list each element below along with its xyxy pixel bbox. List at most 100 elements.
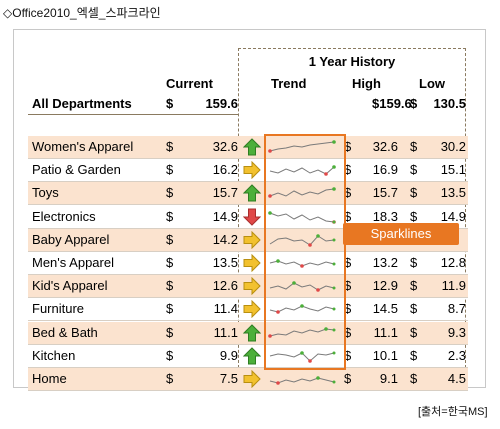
trend-arrow-right-icon	[243, 276, 261, 296]
trend-arrow-right-icon	[243, 230, 261, 250]
department-name: Kitchen	[32, 348, 76, 363]
low-dollar-sign: $	[410, 209, 418, 224]
low-value: 12.8	[440, 255, 466, 270]
low-dollar-sign: $	[410, 255, 418, 270]
total-dollar-sign: $	[166, 96, 174, 111]
current-value: 14.2	[212, 232, 238, 247]
row-divider	[28, 367, 468, 368]
low-value: 2.3	[447, 348, 466, 363]
current-value: 7.5	[219, 371, 238, 386]
current-dollar-sign: $	[166, 209, 174, 224]
table-row[interactable]: Electronics $14.9 $18.3 $14.9	[28, 206, 468, 228]
trend-arrow-down-icon	[242, 208, 262, 226]
column-header-trend[interactable]: Trend	[271, 76, 307, 91]
high-value: 32.6	[372, 139, 398, 154]
trend-arrow-up-icon	[242, 324, 262, 342]
high-dollar-sign: $	[344, 209, 352, 224]
department-name: Toys	[32, 185, 59, 200]
current-dollar-sign: $	[166, 371, 174, 386]
trend-arrow-right-icon	[243, 369, 261, 389]
low-dollar-sign: $	[410, 371, 418, 386]
sparkline	[268, 300, 340, 318]
high-value: 14.5	[372, 301, 398, 316]
high-value: 11.1	[373, 325, 398, 340]
row-divider	[28, 251, 468, 252]
column-header-high[interactable]: High	[352, 76, 381, 91]
total-name: All Departments	[32, 96, 132, 111]
low-value: 11.9	[441, 278, 466, 293]
sparklines-highlight-box	[264, 134, 346, 370]
trend-arrow-up-icon	[242, 138, 262, 156]
current-dollar-sign: $	[166, 185, 174, 200]
current-dollar-sign: $	[166, 325, 174, 340]
high-dollar-sign: $	[344, 348, 352, 363]
department-name: Bed & Bath	[32, 325, 98, 340]
table-row[interactable]: Kitchen $9.9 $10.1 $2.3	[28, 345, 468, 367]
department-name: Furniture	[32, 301, 85, 316]
department-name: Patio & Garden	[32, 162, 121, 177]
high-dollar-sign: $	[344, 325, 352, 340]
total-underline	[28, 114, 238, 115]
sparkline	[268, 184, 340, 202]
high-dollar-sign: $	[344, 162, 352, 177]
row-divider	[28, 181, 468, 182]
current-dollar-sign: $	[166, 348, 174, 363]
high-dollar-sign: $	[344, 371, 352, 386]
low-dollar-sign: $	[410, 348, 418, 363]
high-value: 9.1	[379, 371, 398, 386]
high-dollar-sign: $	[344, 301, 352, 316]
current-value: 11.1	[213, 325, 238, 340]
current-value: 32.6	[212, 139, 238, 154]
low-dollar-sign: $	[410, 278, 418, 293]
column-header-current[interactable]: Current	[166, 76, 213, 91]
total-row[interactable]: All Departments $ 159.6 $159.6 $ 130.5	[28, 93, 468, 115]
table-row[interactable]: Patio & Garden $16.2 $16.9 $15.1	[28, 159, 468, 181]
page-title: ◇Office2010_엑셀_스파크라인	[3, 6, 161, 20]
table-row[interactable]: Furniture $11.4 $14.5 $8.7	[28, 298, 468, 320]
row-divider	[28, 158, 468, 159]
high-value: 12.9	[372, 278, 398, 293]
trend-arrow-right-icon	[243, 253, 261, 273]
sparkline	[268, 231, 340, 249]
trend-arrow-up-icon	[242, 347, 262, 365]
low-value: 30.2	[440, 139, 466, 154]
source-credit: [출처=한국MS]	[418, 406, 488, 418]
high-dollar-sign: $	[344, 139, 352, 154]
department-name: Women's Apparel	[32, 139, 134, 154]
current-value: 16.2	[212, 162, 238, 177]
sparkline	[268, 254, 340, 272]
department-name: Baby Apparel	[32, 232, 110, 247]
column-header-low[interactable]: Low	[419, 76, 445, 91]
low-dollar-sign: $	[410, 162, 418, 177]
sparkline	[268, 324, 340, 342]
row-divider	[28, 228, 468, 229]
history-title: 1 Year History	[308, 54, 396, 69]
table-row[interactable]: Men's Apparel $13.5 $13.2 $12.8	[28, 252, 468, 274]
high-dollar-sign: $	[344, 185, 352, 200]
current-value: 9.9	[219, 348, 238, 363]
trend-arrow-up-icon	[242, 184, 262, 202]
trend-arrow-right-icon	[243, 160, 261, 180]
low-value: 8.7	[447, 301, 466, 316]
row-divider	[28, 390, 468, 391]
current-value: 15.7	[212, 185, 238, 200]
low-value: 15.1	[440, 162, 466, 177]
sparkline	[268, 370, 340, 388]
sparkline	[268, 208, 340, 226]
department-name: Home	[32, 371, 67, 386]
low-dollar-sign: $	[410, 301, 418, 316]
current-dollar-sign: $	[166, 162, 174, 177]
row-divider	[28, 320, 468, 321]
high-value: 10.1	[372, 348, 398, 363]
sparkline	[268, 347, 340, 365]
department-name: Kid's Apparel	[32, 278, 108, 293]
current-value: 14.9	[212, 209, 238, 224]
high-value: 13.2	[372, 255, 398, 270]
low-value: 13.5	[440, 185, 466, 200]
current-dollar-sign: $	[166, 255, 174, 270]
row-divider	[28, 204, 468, 205]
current-dollar-sign: $	[166, 301, 174, 316]
current-value: 13.5	[212, 255, 238, 270]
total-low-dollar-sign: $	[410, 96, 418, 111]
department-name: Electronics	[32, 209, 96, 224]
